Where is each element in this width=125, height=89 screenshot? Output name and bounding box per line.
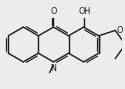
Text: N: N [50, 64, 56, 73]
Text: O: O [50, 7, 57, 16]
Text: O: O [117, 26, 123, 35]
Text: OH: OH [78, 7, 91, 16]
